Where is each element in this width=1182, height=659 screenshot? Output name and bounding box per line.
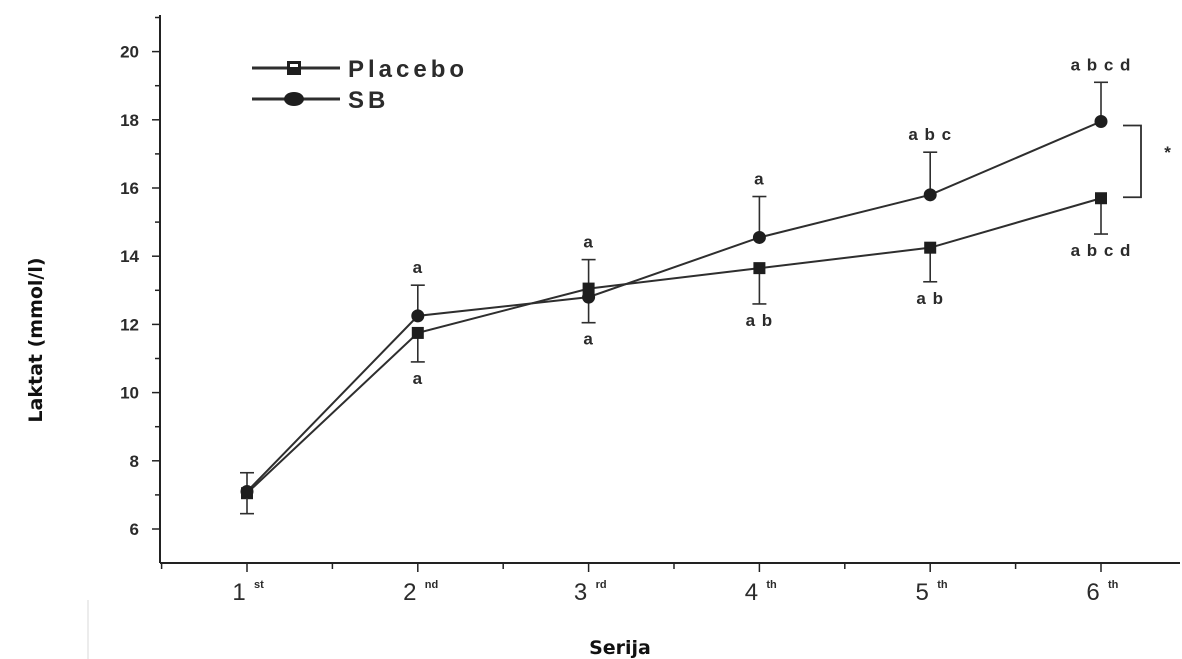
data-point [923,188,937,202]
legend-marker [284,92,304,106]
legend-marker-highlight [290,64,298,67]
series-layer: a a a b a b a b c d a a a a b c a b c d [240,55,1132,515]
x-tick-number: 1 [232,579,245,606]
y-tick-label: 6 [130,520,139,539]
x-tick-number: 2 [403,579,416,606]
x-tick-label: 2 nd [403,579,438,606]
series-line [246,120,1102,493]
y-tick-label: 16 [120,179,139,198]
legend: Placebo SB [252,56,468,114]
x-tick-suffix: th [1108,579,1119,591]
series-line [246,197,1102,494]
y-tick-label: 18 [120,111,139,130]
x-tick-label: 4 th [745,579,777,606]
x-tick-suffix: th [937,579,948,591]
y-tick-label: 12 [120,315,139,334]
x-tick-suffix: nd [425,579,438,591]
significance-bracket: * [1123,124,1172,199]
legend-marker [287,61,301,75]
x-tick-label: 6 th [1086,579,1118,606]
significance-star: * [1164,143,1172,162]
x-tick-label: 5 th [916,579,948,606]
data-point [924,241,937,254]
legend-item: Placebo [252,56,468,83]
x-tick-suffix: rd [596,579,607,591]
significance-label: a b [746,311,774,330]
y-tick-label: 14 [120,247,139,266]
y-tick-label: 8 [130,452,139,471]
x-tick-suffix: st [254,579,264,591]
x-tick-label: 3 rd [574,579,607,606]
series-sb: a a a a b c a b c d [240,55,1132,515]
x-tick-label: 1 st [232,579,264,606]
x-tick-suffix: th [766,579,777,591]
y-axis-ticks: 6 8 10 12 14 16 18 20 [120,16,160,539]
data-point [752,230,766,244]
series-placebo: a a a b a b a b c d [240,192,1132,500]
data-point [753,262,766,275]
data-point [411,309,425,323]
x-axis-title: Serija [589,637,651,659]
y-tick-label: 20 [120,43,139,62]
significance-label: a b c [908,125,952,144]
legend-label: SB [348,87,389,114]
bracket-line [1123,124,1142,199]
significance-label: a [583,330,593,349]
data-point [411,326,424,339]
x-tick-number: 6 [1086,579,1099,606]
data-point [1095,192,1107,205]
significance-label: a [413,258,423,277]
legend-label: Placebo [348,56,468,83]
significance-label: a b [916,289,944,308]
legend-item: SB [252,87,389,114]
x-tick-number: 4 [745,579,758,606]
significance-label: a [413,369,423,388]
x-tick-number: 3 [574,579,587,606]
data-point [1094,115,1108,129]
data-point [582,290,596,304]
axes [87,15,1180,659]
x-tick-number: 5 [916,579,929,606]
significance-label: a b c d [1071,241,1132,260]
x-axis-ticks: 1 st 2 nd 3 rd 4 th 5 th 6 th [160,563,1119,606]
significance-label: a [754,170,764,189]
significance-label: a b c d [1071,55,1132,74]
y-tick-label: 10 [120,384,139,403]
data-point [240,484,254,498]
significance-label: a [583,233,593,252]
y-axis-title: Laktat (mmol/l) [25,257,47,422]
